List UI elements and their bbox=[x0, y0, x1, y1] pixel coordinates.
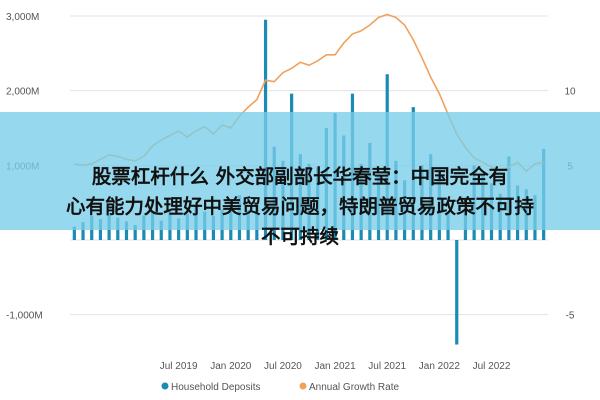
left-tick-label: -1,000M bbox=[6, 311, 43, 322]
bar bbox=[133, 225, 137, 240]
x-tick-label: Jul 2022 bbox=[473, 361, 511, 372]
bar bbox=[455, 240, 459, 345]
headline-banner bbox=[0, 112, 600, 230]
bar bbox=[159, 220, 163, 240]
x-tick-label: Jul 2021 bbox=[368, 361, 406, 372]
headline-line-2: 心有能力处理好中美贸易问题，特朗普贸易政策不可持 bbox=[65, 195, 534, 218]
x-tick-label: Jul 2020 bbox=[264, 361, 302, 372]
bar bbox=[124, 221, 129, 240]
bar bbox=[72, 226, 76, 240]
left-tick-label: 3,000M bbox=[6, 12, 39, 23]
bar bbox=[81, 222, 85, 240]
legend-label-annual-growth-rate: Annual Growth Rate bbox=[309, 382, 399, 393]
right-tick-label: -5 bbox=[566, 311, 575, 322]
headline-line-1: 股票杠杆什么 外交部副部长华春莹：中国完全有 bbox=[91, 165, 509, 188]
headline-text: 股票杠杆什么 外交部副部长华春莹：中国完全有 心有能力处理好中美贸易问题，特朗普… bbox=[0, 162, 600, 252]
x-tick-label: Jan 2021 bbox=[314, 361, 356, 372]
x-tick-label: Jan 2020 bbox=[210, 361, 252, 372]
x-axis-tick-labels: Jul 2019 Jan 2020 Jul 2020 Jan 2021 Jul 2021… bbox=[160, 361, 511, 372]
left-tick-label: 2,000M bbox=[6, 87, 39, 98]
x-tick-label: Jul 2019 bbox=[160, 361, 198, 372]
legend-label-household-deposits: Household Deposits bbox=[171, 382, 261, 393]
right-tick-label: 10 bbox=[564, 87, 576, 98]
headline-line-3: 不可持续 bbox=[260, 225, 339, 248]
legend: Household Deposits Annual Growth Rate bbox=[161, 382, 399, 393]
legend-marker-annual-growth-rate bbox=[299, 382, 307, 390]
legend-marker-household-deposits bbox=[161, 382, 169, 390]
x-tick-label: Jan 2022 bbox=[419, 361, 461, 372]
